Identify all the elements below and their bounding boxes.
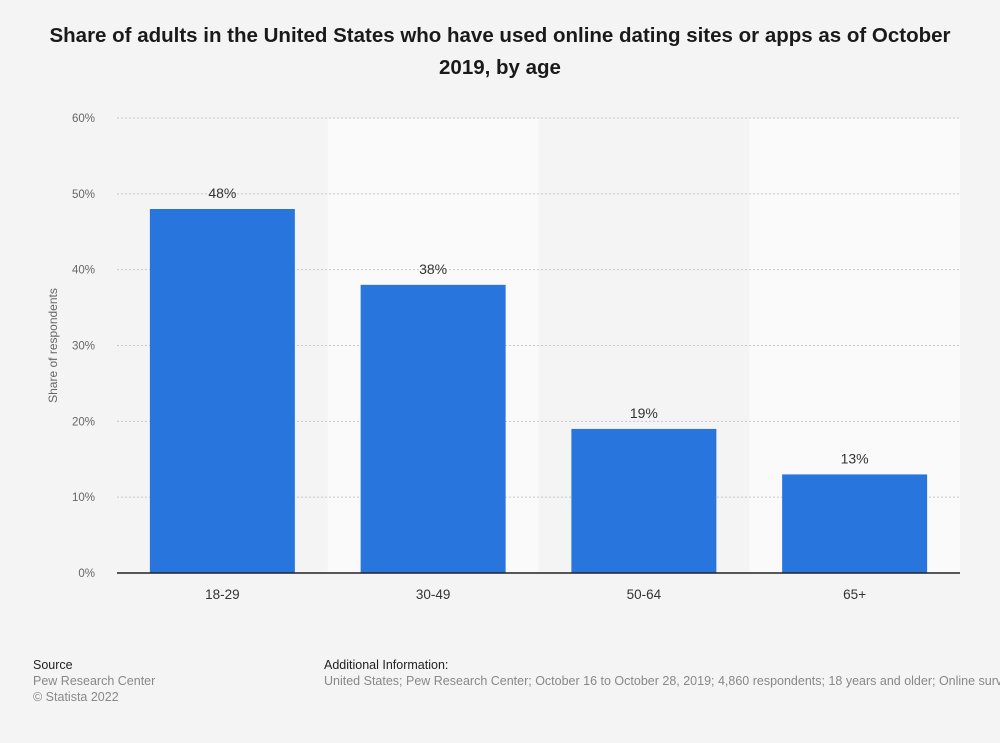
- x-tick-label: 30-49: [416, 587, 451, 602]
- x-tick-label: 65+: [843, 587, 866, 602]
- source-block: Source Pew Research Center © Statista 20…: [33, 657, 155, 705]
- bar: [360, 284, 506, 573]
- additional-info-heading: Additional Information:: [324, 658, 449, 672]
- y-tick-label: 40%: [72, 265, 95, 277]
- bar: [149, 209, 295, 573]
- source-heading: Source: [33, 658, 73, 672]
- chart-title: Share of adults in the United States who…: [49, 24, 951, 79]
- bar-value-label: 38%: [419, 261, 447, 277]
- copyright: © Statista 2022: [33, 690, 119, 704]
- y-tick-label: 50%: [72, 189, 95, 201]
- y-tick-label: 0%: [78, 568, 95, 580]
- bar-value-label: 19%: [630, 405, 658, 421]
- x-tick-label: 18-29: [205, 587, 240, 602]
- additional-info-block: Additional Information: United States; P…: [324, 657, 1000, 689]
- y-axis-label: Share of respondents: [46, 288, 60, 403]
- bar-chart: 0% 10% 20% 30% 40% 50% 60% Share of respondents…: [46, 113, 960, 602]
- y-tick-label: 10%: [72, 492, 95, 504]
- additional-info-text: United States; Pew Research Center; Octo…: [324, 674, 1000, 688]
- x-tick-label: 50-64: [627, 587, 662, 602]
- source-name[interactable]: Pew Research Center: [33, 674, 156, 688]
- bar-value-label: 13%: [841, 450, 869, 466]
- bar: [782, 474, 928, 573]
- bar-value-label: 48%: [208, 185, 236, 201]
- y-tick-label: 60%: [72, 113, 95, 125]
- bar: [571, 428, 717, 573]
- y-tick-label: 30%: [72, 341, 95, 353]
- y-tick-label: 20%: [72, 416, 95, 428]
